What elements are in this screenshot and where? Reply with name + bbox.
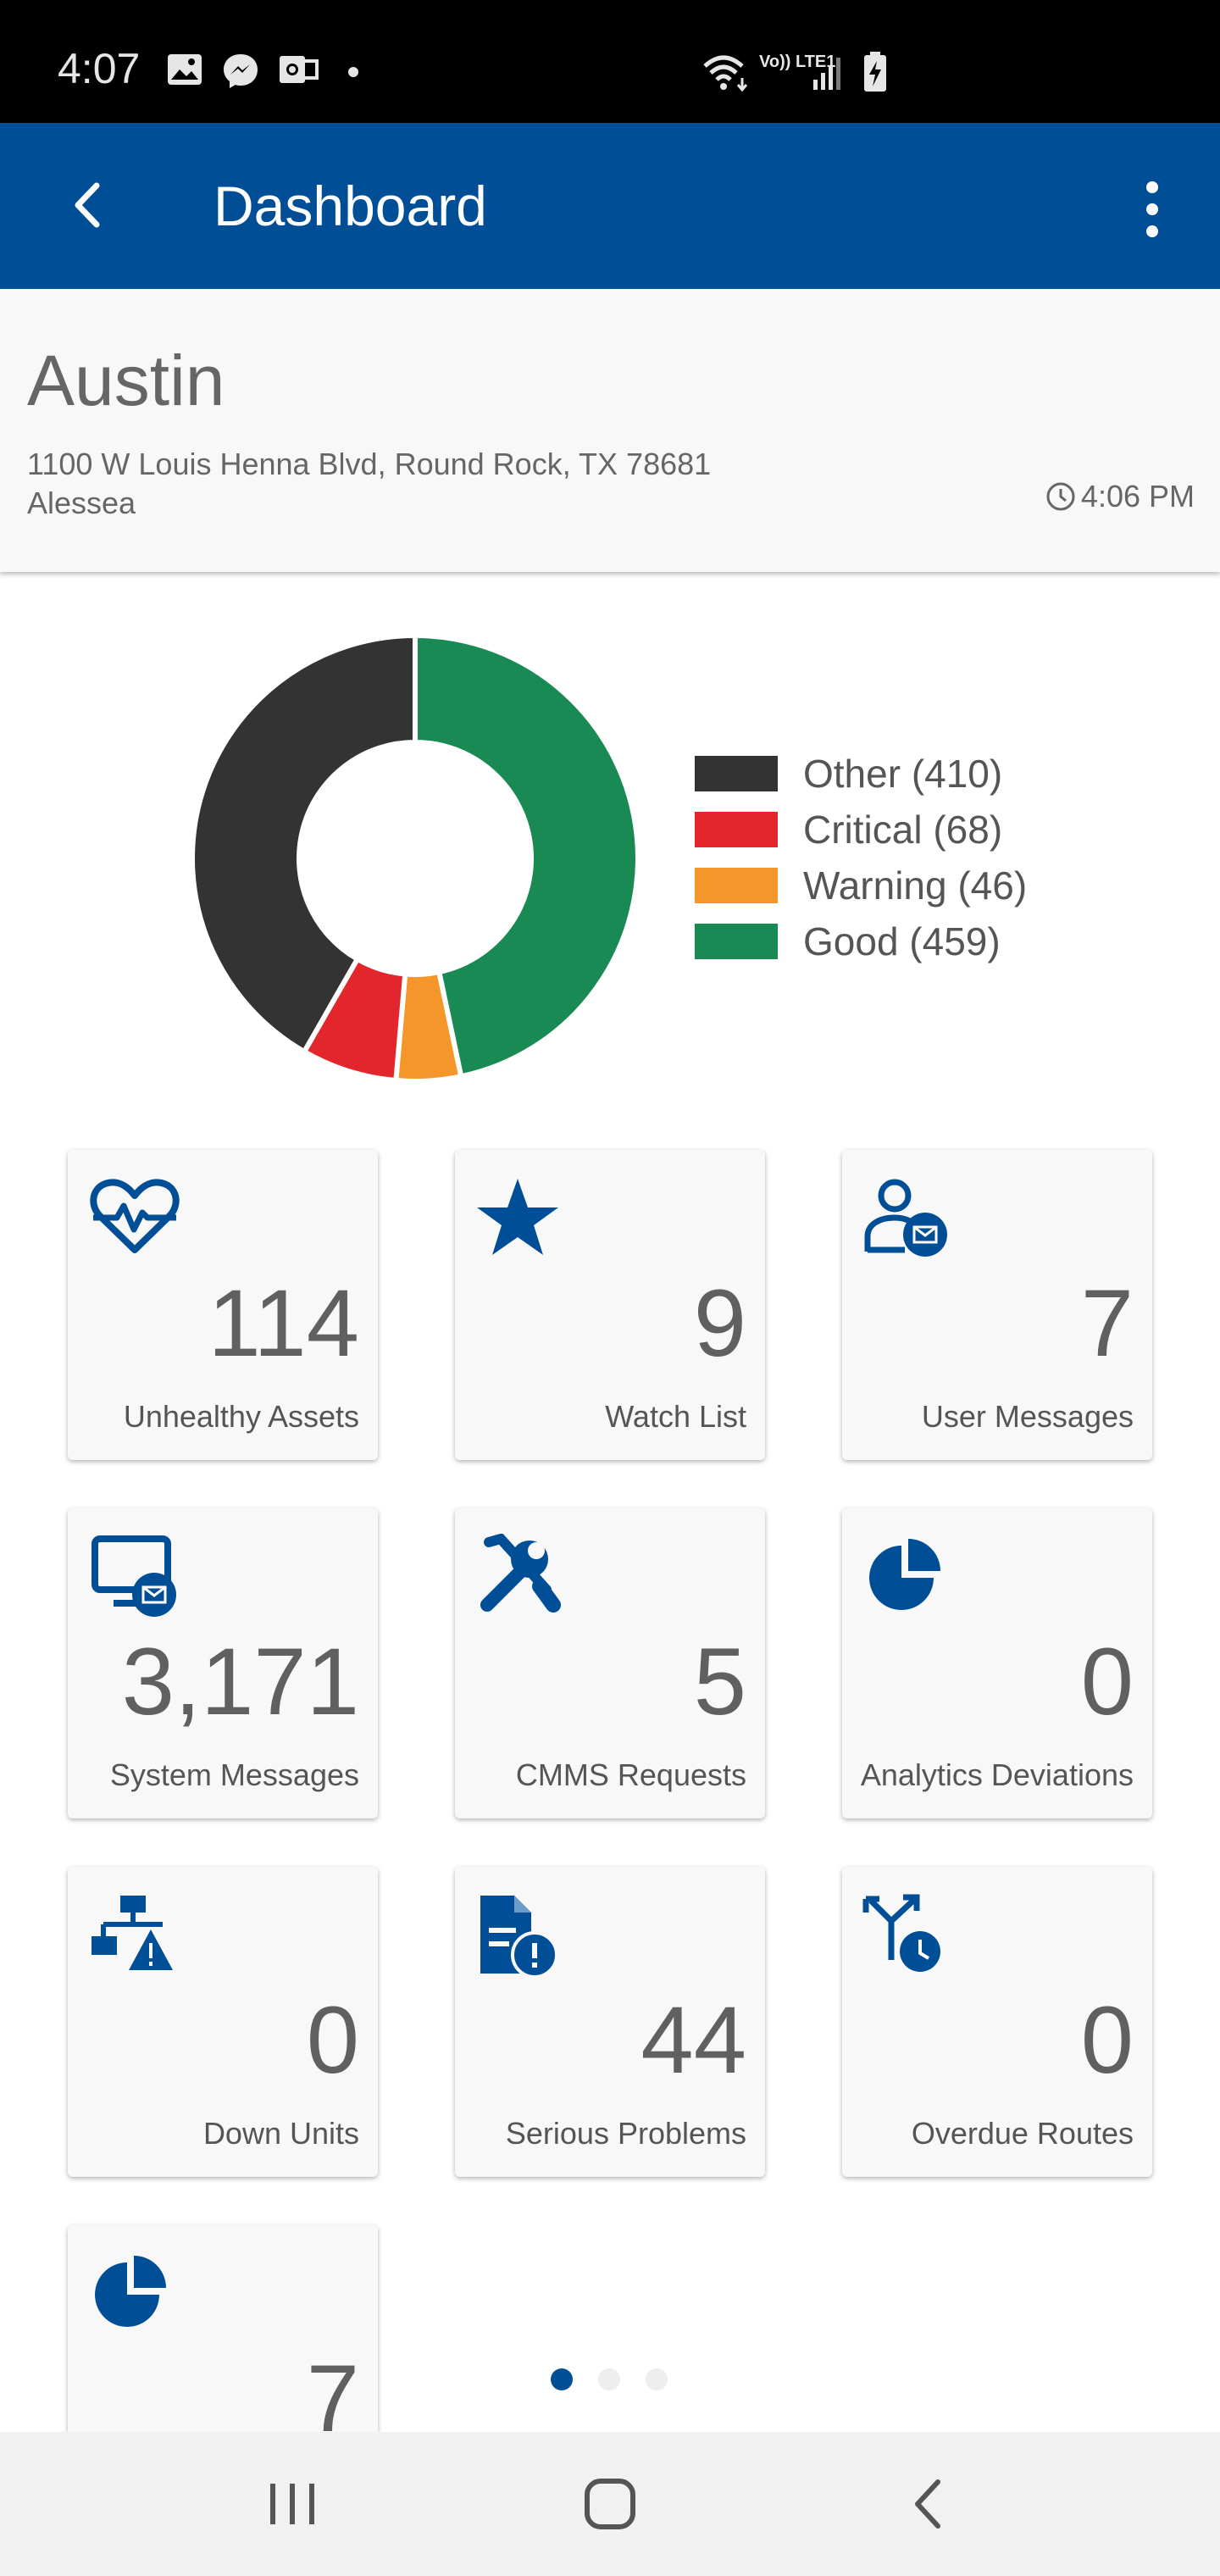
tile-label: System Messages	[109, 1757, 359, 1792]
volte-icon: Vo)) LTE1	[759, 53, 836, 71]
tile-value: 44	[640, 1987, 746, 2093]
system-nav-bar	[0, 2432, 1220, 2576]
page-dot-2[interactable]	[598, 2368, 620, 2390]
site-name: Austin	[27, 341, 225, 420]
tile-analytics-deviations[interactable]: 0 Analytics Deviations	[842, 1508, 1152, 1818]
site-address: 1100 W Louis Henna Blvd, Round Rock, TX …	[27, 447, 712, 481]
tile-label: Watch List	[605, 1399, 746, 1434]
tile-value: 9	[693, 1270, 746, 1376]
tile-down-units[interactable]: 0 Down Units	[68, 1867, 378, 2177]
dot-icon	[348, 67, 358, 77]
legend-item-critical: Critical (68)	[695, 802, 1027, 858]
status-bar: 4:07 Vo)) LTE1	[0, 0, 1220, 123]
tile-cmms-requests[interactable]: 5 CMMS Requests	[455, 1508, 765, 1818]
tile-label: Down Units	[202, 2116, 359, 2151]
chart-legend: Other (410) Critical (68) Warning (46) G…	[695, 746, 1027, 969]
site-time: 4:06 PM	[1045, 479, 1195, 514]
tile-watch-list[interactable]: 9 Watch List	[455, 1150, 765, 1460]
pie-chart-icon	[95, 2256, 166, 2327]
page-title: Dashboard	[214, 175, 487, 237]
page-dot-3[interactable]	[646, 2368, 668, 2390]
nav-back-icon[interactable]	[894, 2479, 962, 2529]
tile-analytics-partial[interactable]: 7	[68, 2225, 378, 2432]
recents-icon[interactable]	[258, 2479, 326, 2529]
app-bar: Dashboard	[0, 123, 1220, 289]
tile-user-messages[interactable]: 7 User Messages	[842, 1150, 1152, 1460]
site-time-label: 4:06 PM	[1080, 479, 1195, 514]
clock-icon	[1046, 482, 1075, 511]
tile-label: Serious Problems	[505, 2116, 746, 2151]
tile-value: 5	[693, 1629, 746, 1735]
tile-value: 0	[1080, 1629, 1134, 1735]
system-message-icon	[92, 1535, 176, 1617]
network-warning-icon	[92, 1896, 173, 1970]
document-alert-icon	[480, 1896, 558, 1977]
more-options-icon[interactable]	[1131, 175, 1173, 243]
legend-item-other: Other (410)	[695, 746, 1027, 802]
home-icon[interactable]	[576, 2479, 644, 2529]
legend-label-good: Good (459)	[803, 919, 1001, 963]
legend-swatch-critical	[695, 812, 778, 847]
legend-swatch-warning	[695, 868, 778, 903]
tile-value: 0	[1080, 1987, 1134, 2093]
tile-label: CMMS Requests	[515, 1757, 746, 1792]
tile-label: User Messages	[921, 1399, 1134, 1434]
outlook-icon	[280, 56, 319, 83]
tile-label: Overdue Routes	[911, 2116, 1134, 2151]
page-indicator	[551, 2368, 668, 2390]
signal-icon	[813, 58, 840, 90]
tile-value: 3,171	[121, 1629, 359, 1735]
heartbeat-icon	[90, 1179, 180, 1253]
legend-item-good: Good (459)	[695, 913, 1027, 969]
donut-slice-other[interactable]	[191, 634, 418, 1056]
tile-system-messages[interactable]: 3,171 System Messages	[68, 1508, 378, 1818]
battery-icon	[864, 52, 886, 92]
tile-unhealthy-assets[interactable]: 114 Unhealthy Assets	[68, 1150, 378, 1460]
tile-label: Analytics Deviations	[860, 1757, 1134, 1792]
legend-swatch-good	[695, 924, 778, 959]
tile-value: 0	[306, 1987, 359, 2093]
status-donut-chart[interactable]	[191, 634, 640, 1083]
tile-label: Unhealthy Assets	[123, 1399, 359, 1434]
wifi-icon	[703, 55, 748, 92]
star-icon	[477, 1179, 558, 1255]
tile-overdue-routes[interactable]: 0 Overdue Routes	[842, 1867, 1152, 2177]
tile-serious-problems[interactable]: 44 Serious Problems	[455, 1867, 765, 2177]
legend-label-warning: Warning (46)	[803, 863, 1028, 908]
tools-icon	[480, 1534, 561, 1613]
status-time: 4:07	[58, 45, 141, 92]
page-dot-1[interactable]	[551, 2368, 573, 2390]
site-user: Alessea	[27, 486, 136, 520]
messenger-icon	[224, 54, 258, 88]
legend-swatch-other	[695, 756, 778, 791]
pie-chart-icon	[869, 1539, 940, 1610]
tile-value: 114	[208, 1270, 359, 1376]
route-clock-icon	[862, 1894, 940, 1972]
tile-value: 7	[306, 2346, 359, 2432]
legend-item-warning: Warning (46)	[695, 858, 1027, 913]
tile-value: 7	[1080, 1270, 1134, 1376]
legend-label-critical: Critical (68)	[803, 808, 1003, 852]
site-card[interactable]: Austin 1100 W Louis Henna Blvd, Round Ro…	[0, 292, 1220, 572]
user-message-icon	[864, 1179, 947, 1257]
legend-label-other: Other (410)	[803, 752, 1003, 796]
image-icon	[168, 54, 202, 85]
donut-slice-good[interactable]	[413, 634, 640, 1080]
back-arrow-icon[interactable]	[59, 175, 119, 235]
